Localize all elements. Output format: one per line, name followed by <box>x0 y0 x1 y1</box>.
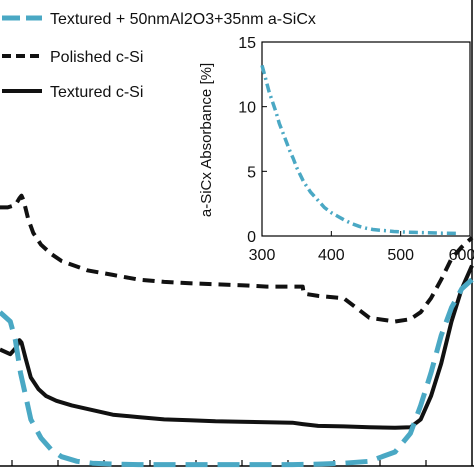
inset-x-tick-label: 300 <box>249 247 276 264</box>
inset-plot: 300 400 500 600 0 5 10 15 a-SiCx Absorbance [%] <box>198 35 474 264</box>
inset-y-axis-title: a-SiCx Absorbance [%] <box>198 63 215 217</box>
legend-label-textured: Textured c-Si <box>50 84 143 101</box>
inset-series-group <box>260 64 457 236</box>
inset-y-tick-label: 15 <box>238 35 256 52</box>
main-series-line-1 <box>0 264 474 430</box>
inset-ticks: 300 400 500 600 0 5 10 15 <box>238 35 474 264</box>
legend-label-polished: Polished c-Si <box>50 49 143 66</box>
legend-item-textured-coated: Textured + 50nmAl2O3+35nm a-SiCx <box>2 11 316 28</box>
inset-y-tick-label: 10 <box>238 100 256 117</box>
inset-x-tick-label: 500 <box>387 247 414 264</box>
legend-item-polished: Polished c-Si <box>2 49 143 66</box>
main-series-group <box>0 193 474 468</box>
inset-y-tick-label: 0 <box>247 229 256 246</box>
legend-label-textured-coated: Textured + 50nmAl2O3+35nm a-SiCx <box>50 11 316 28</box>
legend: Textured + 50nmAl2O3+35nm a-SiCx Polishe… <box>2 11 316 101</box>
inset-series-line-0 <box>260 64 457 236</box>
inset-frame <box>261 41 471 237</box>
inset-x-tick-label: 600 <box>449 247 474 264</box>
main-series-line-2 <box>0 277 474 468</box>
legend-item-textured: Textured c-Si <box>2 84 143 101</box>
inset-x-tick-label: 400 <box>318 247 345 264</box>
inset-y-tick-label: 5 <box>247 164 256 181</box>
main-series-line-0 <box>0 193 474 324</box>
